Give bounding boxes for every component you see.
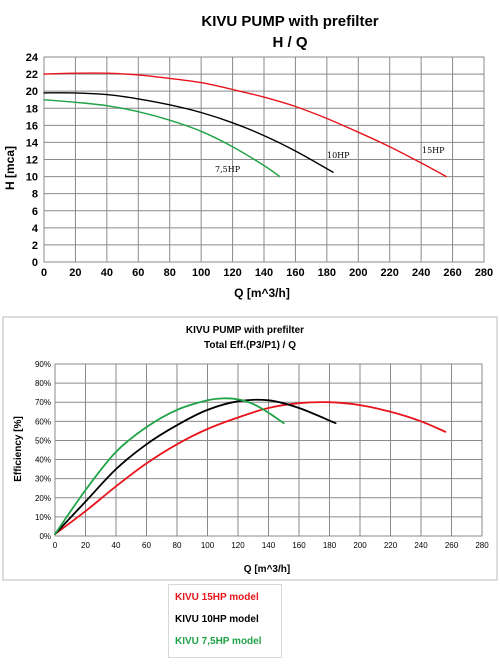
x-tick-label: 280: [475, 541, 489, 550]
head-chart-xlabel: Q [m^3/h]: [234, 286, 290, 300]
x-tick-label: 60: [142, 541, 151, 550]
legend-item-7-5hp: KIVU 7,5HP model: [175, 636, 262, 647]
y-tick-label: 2: [32, 240, 38, 252]
x-tick-label: 100: [192, 267, 210, 279]
efficiency-chart-title: KIVU PUMP with prefilter: [186, 325, 304, 336]
efficiency-chart-legend: KIVU 15HP model KIVU 10HP model KIVU 7,5…: [168, 584, 282, 658]
x-tick-label: 200: [349, 267, 367, 279]
x-tick-label: 0: [41, 267, 47, 279]
efficiency-chart: KIVU PUMP with prefilter Total Eff.(P3/P…: [13, 325, 489, 575]
head-chart-ticks: 0 20 40 60 80 100 120 140 160 180 200 220 240 260 2800…: [26, 52, 493, 279]
x-tick-label: 80: [164, 267, 176, 279]
x-tick-label: 120: [231, 541, 245, 550]
y-tick-label: 24: [26, 52, 39, 64]
y-tick-label: 70%: [35, 398, 51, 407]
y-tick-label: 12: [26, 155, 38, 167]
y-tick-label: 22: [26, 69, 38, 81]
efficiency-chart-ticks: 0 20 40 60 80 100 120 140 160 180 200 220 240 260 280 0…: [35, 360, 489, 550]
head-chart-subtitle: H / Q: [272, 34, 307, 51]
series-label-7-5hp: 7,5HP: [215, 165, 241, 174]
x-tick-label: 140: [262, 541, 276, 550]
x-tick-label: 100: [201, 541, 215, 550]
x-tick-label: 120: [223, 267, 241, 279]
y-tick-label: 40%: [35, 456, 51, 465]
efficiency-chart-ylabel: Efficiency [%]: [13, 416, 24, 482]
x-tick-label: 20: [81, 541, 90, 550]
y-tick-label: 0: [32, 257, 38, 269]
series-line-0: [43, 72, 447, 178]
x-tick-label: 260: [445, 541, 459, 550]
y-tick-label: 16: [26, 120, 38, 132]
head-chart: KIVU PUMP with prefilter H / Q 0 20 40 60 80…: [3, 13, 493, 300]
x-tick-label: 220: [384, 541, 398, 550]
x-tick-label: 20: [69, 267, 81, 279]
series-line-1: [54, 398, 337, 535]
y-tick-label: 20: [26, 86, 38, 98]
head-chart-series: [43, 72, 447, 178]
x-tick-label: 80: [173, 541, 182, 550]
x-tick-label: 180: [318, 267, 336, 279]
series-line-0: [54, 401, 447, 535]
efficiency-chart-xlabel: Q [m^3/h]: [244, 564, 290, 575]
series-line-1: [43, 92, 334, 173]
y-tick-label: 80%: [35, 379, 51, 388]
y-tick-label: 14: [26, 137, 39, 149]
x-tick-label: 180: [323, 541, 337, 550]
x-tick-label: 0: [53, 541, 58, 550]
x-tick-label: 40: [112, 541, 121, 550]
y-tick-label: 50%: [35, 436, 51, 445]
legend-item-15hp: KIVU 15HP model: [175, 592, 259, 603]
efficiency-chart-subtitle: Total Eff.(P3/P1) / Q: [204, 340, 296, 351]
x-tick-label: 200: [353, 541, 367, 550]
y-tick-label: 20%: [35, 494, 51, 503]
x-tick-label: 260: [443, 267, 461, 279]
head-chart-ylabel: H [mca]: [3, 146, 17, 190]
series-line-2: [54, 397, 285, 535]
y-tick-label: 10%: [35, 513, 51, 522]
x-tick-label: 60: [132, 267, 144, 279]
x-tick-label: 140: [255, 267, 273, 279]
y-tick-label: 4: [32, 223, 39, 235]
y-tick-label: 30%: [35, 475, 51, 484]
series-label-10hp: 10HP: [327, 151, 350, 160]
x-tick-label: 40: [101, 267, 113, 279]
x-tick-label: 240: [414, 541, 428, 550]
head-chart-grid: [43, 56, 485, 263]
x-tick-label: 220: [381, 267, 399, 279]
x-tick-label: 160: [292, 541, 306, 550]
x-tick-label: 160: [286, 267, 304, 279]
y-tick-label: 0%: [39, 532, 51, 541]
y-tick-label: 18: [26, 103, 38, 115]
y-tick-label: 8: [32, 189, 38, 201]
efficiency-chart-frame: [2, 316, 498, 581]
head-chart-title: KIVU PUMP with prefilter: [201, 13, 378, 30]
y-tick-label: 90%: [35, 360, 51, 369]
efficiency-chart-grid: [54, 363, 483, 537]
x-tick-label: 280: [475, 267, 493, 279]
series-label-15hp: 15HP: [422, 146, 445, 155]
x-tick-label: 240: [412, 267, 430, 279]
legend-item-10hp: KIVU 10HP model: [175, 614, 259, 625]
y-tick-label: 6: [32, 206, 38, 218]
efficiency-chart-series: [54, 397, 447, 535]
series-line-2: [43, 99, 281, 178]
y-tick-label: 10: [26, 172, 38, 184]
y-tick-label: 60%: [35, 417, 51, 426]
